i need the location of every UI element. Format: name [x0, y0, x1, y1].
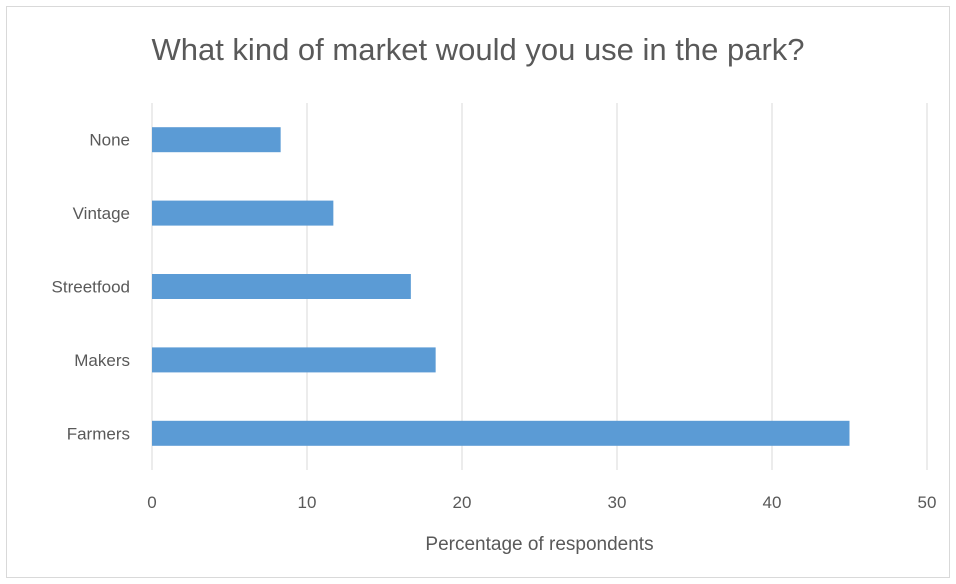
x-tick-labels: 0 10 20 30 40 50 [147, 493, 936, 512]
bar-vintage [152, 200, 334, 226]
category-label-streetfood: Streetfood [52, 278, 130, 297]
category-label-vintage: Vintage [73, 204, 130, 223]
bar-streetfood [152, 274, 411, 299]
x-tick-label: 30 [608, 493, 627, 512]
category-label-farmers: Farmers [67, 424, 130, 443]
x-tick-label: 20 [453, 493, 472, 512]
x-tick-label: 50 [918, 493, 937, 512]
chart-title: What kind of market would you use in the… [151, 32, 805, 67]
bars [152, 127, 850, 446]
x-tick-label: 40 [763, 493, 782, 512]
bar-farmers [152, 420, 850, 446]
bar-none [152, 127, 281, 153]
category-label-none: None [89, 131, 130, 150]
x-axis-title: Percentage of respondents [425, 534, 653, 555]
x-tick-label: 10 [298, 493, 317, 512]
category-label-makers: Makers [74, 351, 130, 370]
bar-makers [152, 347, 436, 373]
x-tick-label: 0 [147, 493, 156, 512]
category-labels: Farmers Makers Streetfood Vintage None [52, 131, 130, 444]
